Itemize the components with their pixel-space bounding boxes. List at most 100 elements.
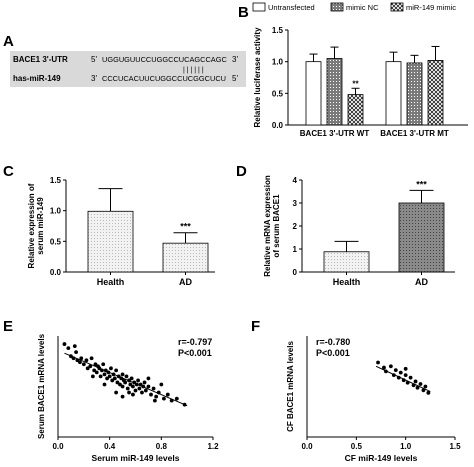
y-tick-label: 1.5: [50, 176, 62, 185]
data-point: [393, 368, 398, 372]
bar: [87, 210, 134, 273]
data-point: [120, 372, 125, 377]
data-point: [84, 358, 89, 363]
x-tick-label: 0.4: [104, 442, 116, 451]
fit-line: [375, 365, 431, 393]
y-tick-label: 0.5: [272, 89, 284, 98]
data-point: [78, 360, 82, 365]
data-point: [74, 350, 78, 355]
x-axis-label: Serum miR-149 levels: [92, 453, 180, 463]
utr-5prime: 5': [91, 55, 97, 64]
data-point: [115, 380, 120, 385]
legend-label: mimic NC: [346, 3, 379, 12]
legend-label: miR-149 mimic: [406, 3, 456, 12]
mir-sequence: CCCUCACUUCUGGCCUCGGCUCU: [102, 74, 226, 83]
bar: [305, 61, 322, 126]
data-point: [388, 364, 393, 369]
y-tick-label: 0.5: [50, 237, 62, 246]
data-point: [92, 368, 97, 373]
data-point: [105, 376, 109, 381]
data-point: [408, 375, 413, 380]
data-point: [114, 390, 119, 395]
data-point: [114, 368, 119, 373]
x-tick-label: BACE1 3'-UTR WT: [300, 129, 370, 138]
y-tick-label: 2: [293, 222, 298, 231]
x-tick-label: AD: [415, 277, 428, 287]
data-point: [165, 392, 170, 397]
data-point: [403, 373, 408, 378]
y-axis-label: of serum BACE1: [272, 194, 281, 258]
data-point: [137, 386, 142, 391]
y-tick-label: 1.0: [272, 58, 284, 67]
panel-letter-c: C: [3, 163, 14, 180]
data-point: [85, 366, 90, 371]
panel-letter-e: E: [3, 318, 13, 335]
y-axis-label: Relative luciferase activity: [253, 27, 262, 128]
legend-label: Untransfected: [268, 3, 315, 12]
data-point: [131, 392, 135, 397]
data-point: [120, 384, 125, 389]
x-tick-label: 0.0: [301, 442, 313, 451]
data-point: [93, 362, 98, 367]
data-point: [174, 396, 179, 401]
bar: [398, 202, 445, 273]
data-point: [415, 385, 420, 390]
panel-letter-b: B: [238, 4, 249, 21]
bar: [347, 94, 364, 126]
data-point: [152, 398, 157, 403]
data-point: [423, 384, 428, 389]
y-axis-label: serum miR-149: [36, 197, 45, 255]
panel-a-sequence: BACE1 3'-UTR 5' UGGUGUUCCUGGCCUCAGCCAGC …: [10, 51, 246, 87]
data-point: [403, 366, 408, 371]
data-point: [151, 386, 156, 391]
data-point: [89, 356, 94, 361]
y-tick-label: 3: [293, 199, 298, 208]
data-point: [125, 386, 130, 391]
x-tick-label: 0.8: [156, 442, 168, 451]
y-tick-label: 0: [293, 268, 298, 277]
bar: [406, 62, 423, 126]
x-tick-label: 1.0: [400, 442, 412, 451]
chart-c: 0.0 0.5 1.0 1.5 Relative expression of serum …: [27, 176, 215, 287]
stat-p: P<0.001: [316, 348, 350, 358]
data-point: [107, 374, 112, 379]
y-axis-label: Relative expression of: [27, 183, 36, 268]
data-point: [124, 374, 129, 379]
data-point: [149, 392, 153, 397]
significance-label: ***: [416, 179, 427, 189]
data-point: [110, 378, 115, 383]
data-point: [94, 370, 99, 375]
data-point: [90, 374, 95, 379]
data-point: [66, 346, 71, 351]
panel-letter-f: F: [251, 318, 260, 335]
y-axis-label: Relative mRNA expression: [263, 175, 272, 277]
data-point: [146, 384, 151, 389]
data-point: [79, 356, 84, 361]
data-point: [128, 382, 133, 387]
y-tick-label: 1: [293, 245, 298, 254]
x-tick-label: AD: [179, 277, 192, 287]
data-point: [112, 376, 117, 381]
data-point: [382, 365, 386, 370]
y-tick-label: 1.5: [272, 26, 284, 35]
sequence-box: [10, 51, 246, 87]
bar: [326, 58, 343, 126]
panel-letter-d: D: [236, 163, 247, 180]
y-tick-label: 0.0: [272, 121, 284, 130]
bar: [385, 61, 402, 126]
data-point: [159, 382, 164, 387]
utr-label: BACE1 3'-UTR: [13, 55, 68, 64]
data-point: [127, 390, 131, 395]
data-point: [143, 388, 148, 393]
data-point: [109, 366, 113, 371]
stat-p: P<0.001: [178, 348, 212, 358]
bar: [323, 251, 370, 273]
data-point: [162, 396, 166, 401]
data-point: [426, 390, 431, 395]
data-point: [102, 382, 107, 387]
data-point: [140, 390, 144, 395]
stat-r: r=-0.797: [178, 337, 212, 347]
chart-d: 0 1 2 3 4 Relative mRNA expression of serum BA…: [263, 175, 455, 287]
y-tick-label: 4: [293, 176, 298, 185]
